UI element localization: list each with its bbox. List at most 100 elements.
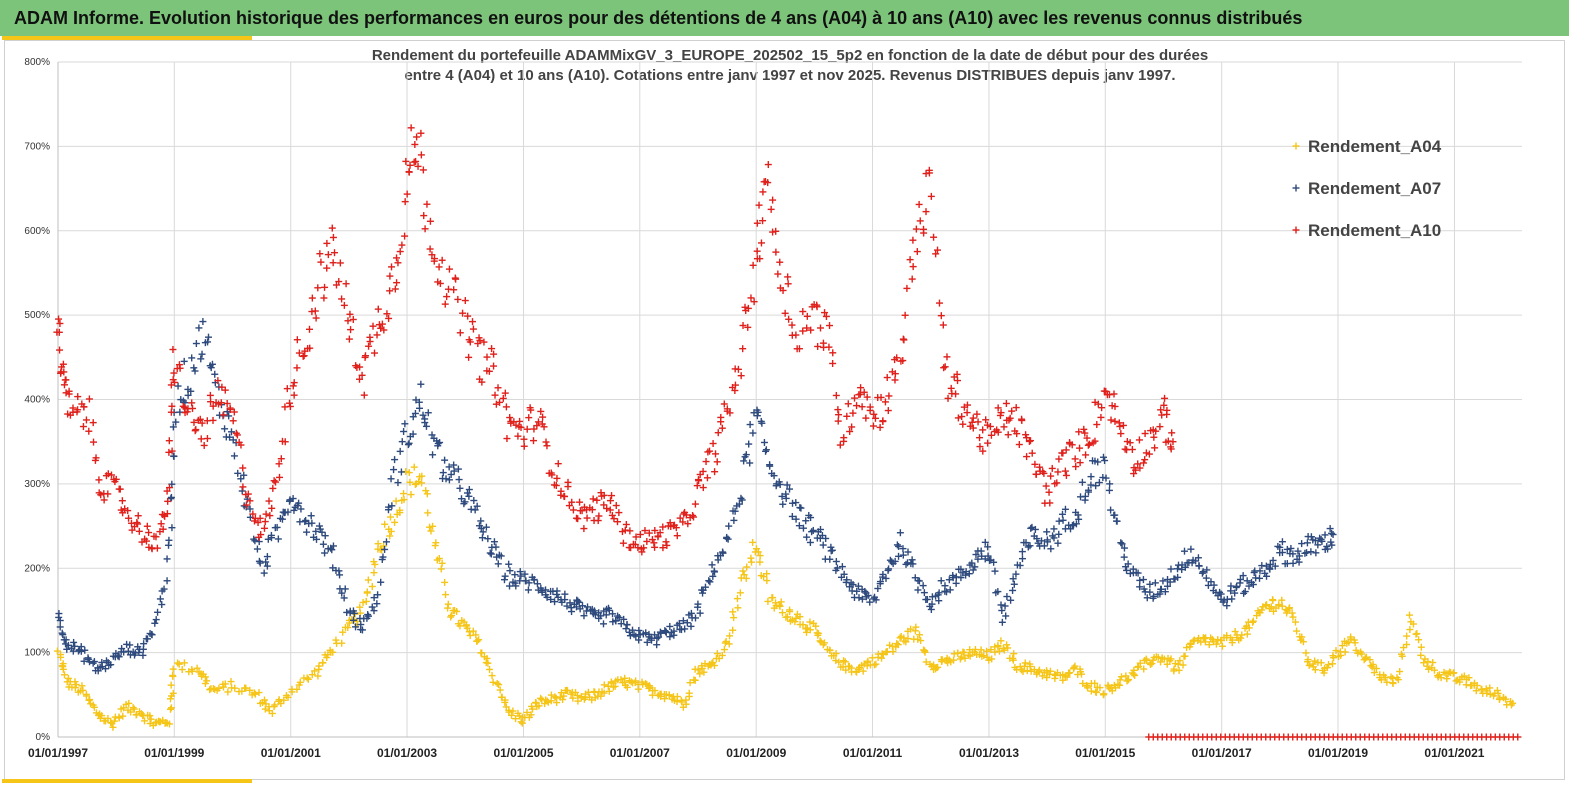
data-point <box>702 458 710 466</box>
data-point <box>262 558 270 566</box>
data-point <box>255 689 263 697</box>
y-tick-label: 100% <box>24 648 50 659</box>
data-point <box>345 619 353 627</box>
data-point <box>563 602 571 610</box>
data-point <box>350 609 358 617</box>
data-point <box>842 666 850 674</box>
data-point <box>450 467 458 475</box>
data-point <box>1239 572 1247 580</box>
data-point <box>456 484 464 492</box>
data-point <box>142 537 150 545</box>
data-point <box>883 374 891 382</box>
data-point <box>374 591 382 599</box>
data-point <box>1116 422 1124 430</box>
zero-point <box>1514 733 1522 741</box>
data-point <box>340 301 348 309</box>
data-point <box>402 157 410 165</box>
data-point <box>167 705 175 713</box>
data-point <box>843 576 851 584</box>
data-point <box>682 511 690 519</box>
data-point <box>1210 581 1218 589</box>
data-point <box>851 394 859 402</box>
data-point <box>156 595 164 603</box>
data-point <box>684 520 692 528</box>
data-point <box>954 649 962 657</box>
data-point <box>1329 660 1337 668</box>
data-point <box>169 671 177 679</box>
data-point <box>268 709 276 717</box>
data-point <box>382 538 390 546</box>
data-point <box>314 284 322 292</box>
data-point <box>1387 673 1395 681</box>
data-point <box>746 459 754 467</box>
data-point <box>387 527 395 535</box>
data-point <box>164 497 172 505</box>
data-point <box>221 425 229 433</box>
data-point <box>398 241 406 249</box>
data-point <box>85 696 93 704</box>
data-point <box>726 409 734 417</box>
data-point <box>908 556 916 564</box>
data-point <box>445 463 453 471</box>
data-point <box>306 344 314 352</box>
data-point <box>356 363 364 371</box>
data-point <box>608 492 616 500</box>
data-point <box>1249 617 1257 625</box>
data-point <box>1417 643 1425 651</box>
data-point <box>286 402 294 410</box>
data-point <box>832 650 840 658</box>
data-point <box>729 626 737 634</box>
data-point <box>1287 544 1295 552</box>
data-point <box>1026 437 1034 445</box>
data-point <box>762 446 770 454</box>
data-point <box>1084 684 1092 692</box>
data-point <box>1205 641 1213 649</box>
data-point <box>511 571 519 579</box>
data-point <box>806 618 814 626</box>
data-point <box>927 192 935 200</box>
data-point <box>1460 672 1468 680</box>
data-point <box>1298 633 1306 641</box>
data-point <box>952 573 960 581</box>
data-point <box>802 517 810 525</box>
data-point <box>520 435 528 443</box>
data-point <box>1218 642 1226 650</box>
data-point <box>718 424 726 432</box>
data-point <box>284 508 292 516</box>
data-point <box>1357 648 1365 656</box>
data-point <box>463 624 471 632</box>
data-point <box>1437 674 1445 682</box>
data-point <box>221 680 229 688</box>
data-point <box>435 263 443 271</box>
data-point <box>965 570 973 578</box>
data-point <box>492 543 500 551</box>
data-point <box>358 371 366 379</box>
data-point <box>554 460 562 468</box>
data-point <box>496 398 504 406</box>
data-point <box>1043 528 1051 536</box>
data-point <box>61 671 69 679</box>
data-point <box>917 637 925 645</box>
data-point <box>172 418 180 426</box>
data-point <box>490 350 498 358</box>
data-point <box>486 665 494 673</box>
data-point <box>464 312 472 320</box>
data-point <box>714 429 722 437</box>
data-point <box>767 205 775 213</box>
data-point <box>853 402 861 410</box>
data-point <box>1163 660 1171 668</box>
data-point <box>1164 582 1172 590</box>
data-point <box>849 409 857 417</box>
data-point <box>814 342 822 350</box>
data-point <box>198 350 206 358</box>
data-point <box>145 529 153 537</box>
data-point <box>826 322 834 330</box>
data-point <box>438 559 446 567</box>
data-point <box>893 354 901 362</box>
data-point <box>666 622 674 630</box>
data-point <box>501 696 509 704</box>
data-point <box>192 426 200 434</box>
data-point <box>943 588 951 596</box>
data-point <box>308 294 316 302</box>
data-point <box>338 639 346 647</box>
